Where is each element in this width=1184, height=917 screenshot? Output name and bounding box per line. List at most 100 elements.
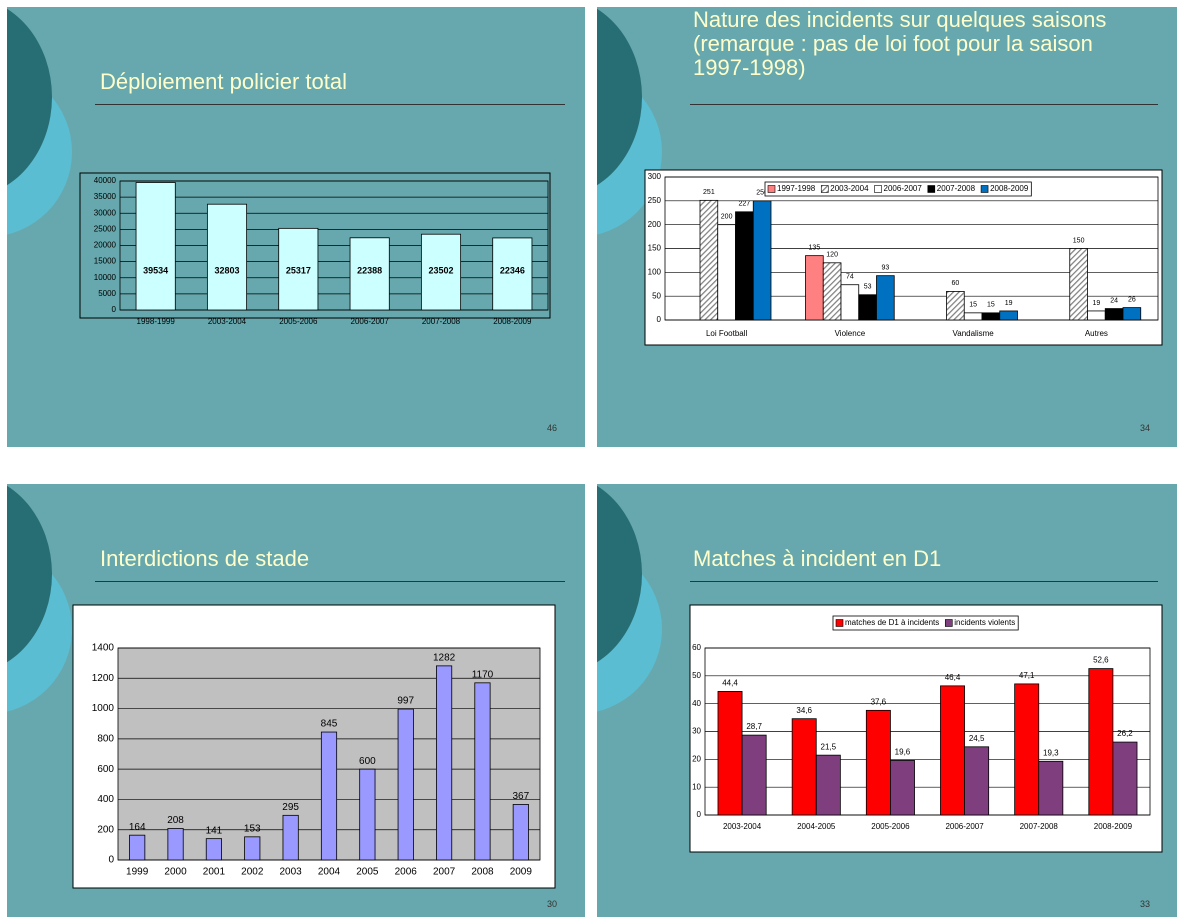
x-tick-label: 2002 [241,867,264,878]
slide-title: Déploiement policier total [100,69,348,94]
bar [946,290,965,321]
y-tick-label: 5000 [98,289,116,298]
bar [167,828,184,861]
bar [963,312,983,321]
legend-box [832,615,1019,631]
data-label: 53 [864,284,872,291]
data-label: 845 [321,719,338,730]
data-label: 135 [809,244,821,251]
data-label: 25317 [286,266,311,276]
bar [135,182,176,311]
page-number: 33 [1140,899,1151,909]
legend-label: incidents violents [954,618,1015,627]
data-label: 150 [1073,237,1085,244]
x-tick-label: 2006-2007 [945,822,984,831]
x-tick-label: 2003 [280,867,303,878]
bar [205,838,222,861]
x-tick-label: 2005-2006 [279,317,318,326]
bar [699,199,719,321]
legend-swatch [944,619,953,627]
x-tick-label: Autres [1085,329,1108,338]
x-tick-label: 2000 [164,867,187,878]
bar [1087,310,1106,321]
data-label: 997 [397,696,414,707]
data-label: 251 [703,189,715,196]
bar [436,665,453,861]
data-label: 44,4 [722,679,738,688]
y-tick-label: 30 [692,727,701,736]
bar [735,211,754,321]
x-tick-label: 2005 [356,867,379,878]
x-tick-label: Loi Football [706,329,748,338]
bar [1112,741,1138,816]
bar [791,718,817,816]
page-number: 34 [1140,423,1151,433]
y-tick-label: 40000 [94,176,117,185]
bar [420,233,462,311]
slide-title: Nature des incidents sur quelques saison… [693,7,1107,80]
y-tick-label: 10000 [94,273,117,282]
bar [320,731,338,861]
y-tick-label: 50 [692,671,701,680]
legend: matches de D1 à incidents incidents viole… [832,615,1019,631]
x-tick-label: 2008-2009 [493,317,532,326]
data-label: 295 [282,802,299,813]
x-tick-label: 2008 [471,867,494,878]
y-tick-label: 800 [97,733,114,744]
bar [890,760,915,816]
x-tick-label: 2007-2008 [1020,822,1059,831]
y-tick-label: 0 [657,315,662,324]
bar [858,294,877,321]
data-label: 15 [987,302,995,309]
bar [1038,760,1064,816]
data-label: 60 [951,280,959,287]
x-tick-label: 2005-2006 [871,822,910,831]
y-tick-label: 20 [692,754,701,763]
x-tick-label: 2007-2008 [422,317,461,326]
y-tick-label: 35000 [94,192,117,201]
bar [840,284,860,321]
legend-swatch [874,185,882,193]
bar [876,275,895,321]
x-tick-label: 1999 [126,867,149,878]
bar [981,312,1001,321]
data-label: 367 [512,791,529,802]
legend-swatch [820,185,829,193]
y-tick-label: 10 [692,782,701,791]
data-label: 26 [1128,296,1136,303]
x-tick-label: 1998-1999 [137,317,176,326]
y-tick-label: 200 [648,220,662,229]
y-tick-label: 50 [652,291,661,300]
bar [940,685,965,816]
bar [822,262,842,321]
legend-label: 1997-1998 [777,184,816,193]
legend-swatch [927,185,936,193]
x-tick-label: 2009 [510,867,533,878]
data-label: 19 [1005,300,1013,307]
bar [865,709,891,816]
title-rule [95,581,565,582]
x-tick-label: 2001 [203,867,226,878]
y-tick-label: 150 [648,244,662,253]
data-label: 37,6 [871,697,887,706]
bar [474,682,491,861]
data-label: 208 [167,815,184,826]
y-tick-label: 20000 [94,241,117,250]
bar [244,836,261,861]
data-label: 47,1 [1019,671,1035,680]
y-tick-label: 0 [108,855,114,866]
data-label: 19,6 [895,748,911,757]
bar [805,255,824,321]
y-tick-label: 25000 [94,224,117,233]
data-label: 1282 [433,653,456,664]
data-label: 24,5 [969,734,985,743]
y-tick-label: 400 [97,794,114,805]
bar [1104,308,1124,321]
slide-title: Interdictions de stade [100,546,310,571]
x-tick-label: 2006-2007 [351,317,390,326]
title-rule [95,104,565,105]
x-tick-label: 2008-2009 [1094,822,1133,831]
bar [999,310,1018,321]
bar [512,804,529,861]
